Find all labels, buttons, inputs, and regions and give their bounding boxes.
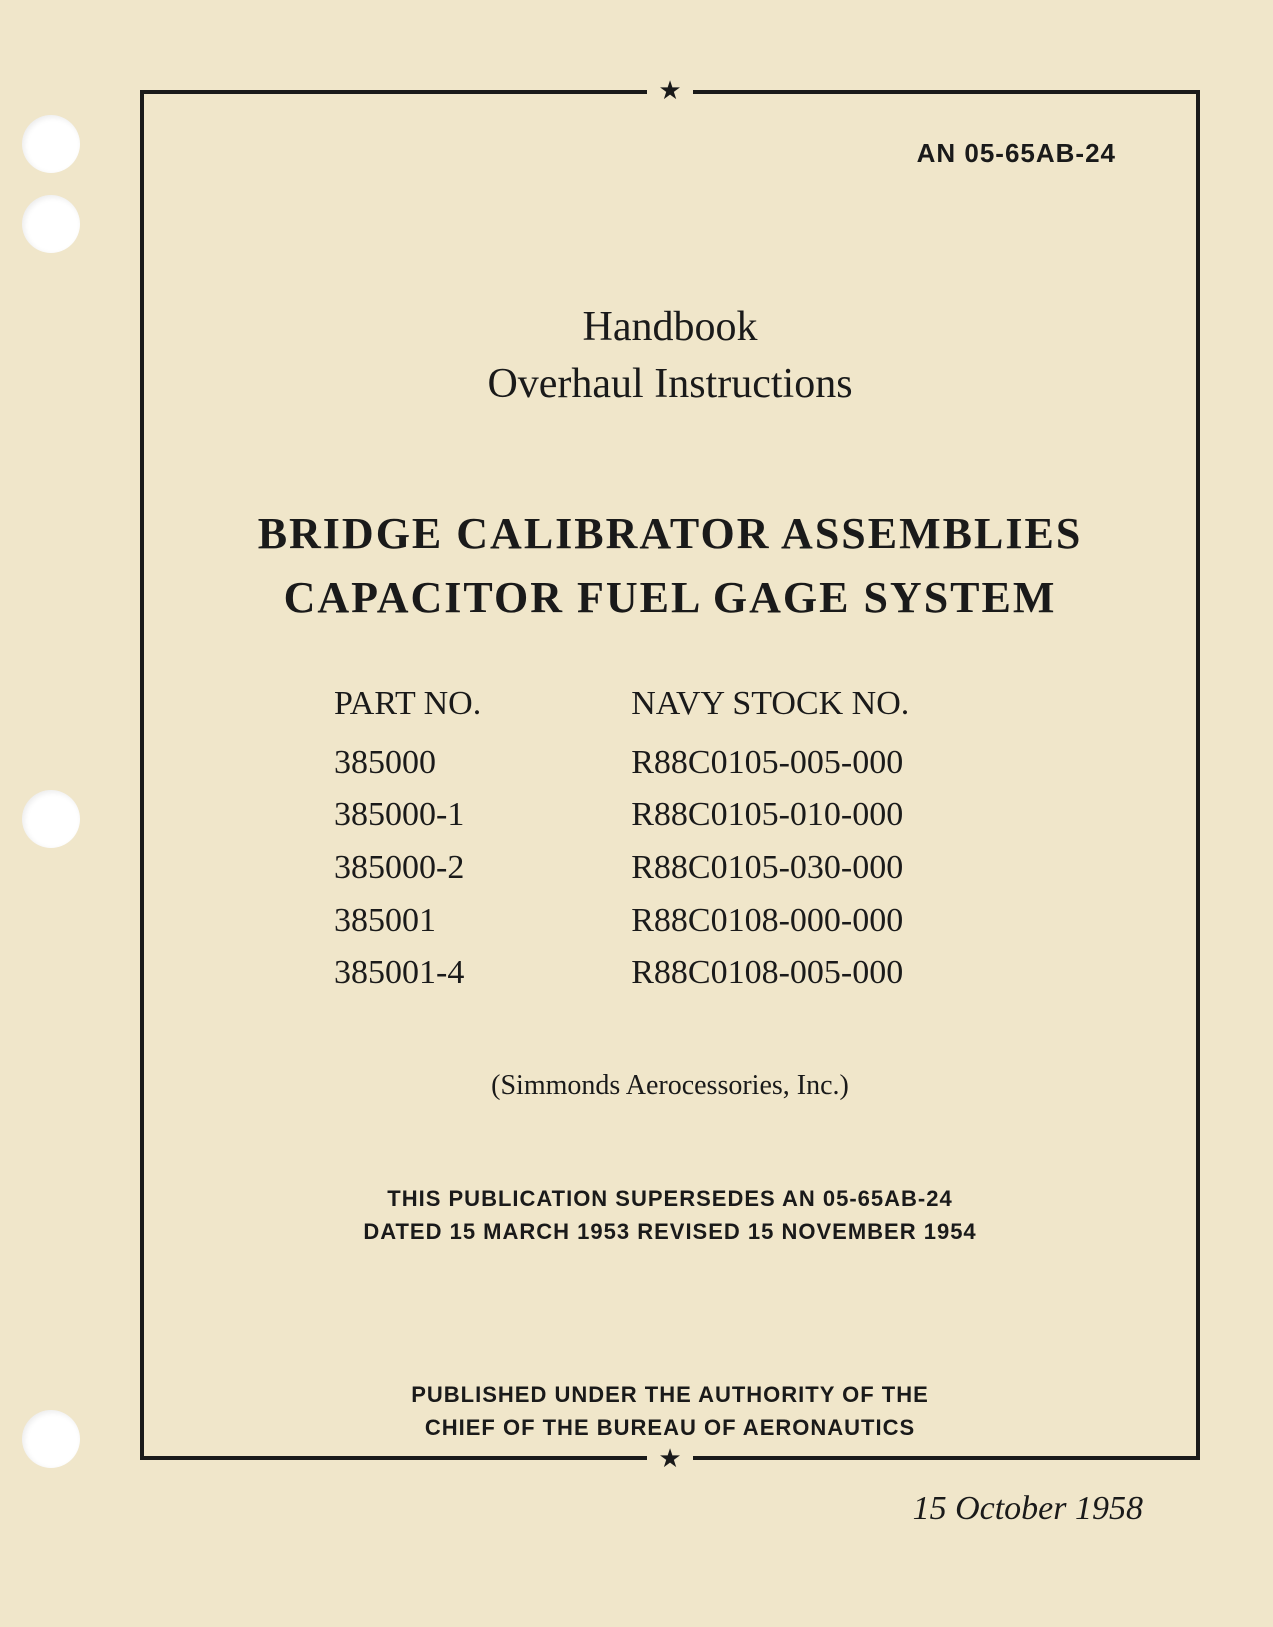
parts-table: PART NO. 385000 385000-1 385000-2 385001… — [334, 678, 1126, 1000]
supersedes-line1: THIS PUBLICATION SUPERSEDES AN 05-65AB-2… — [214, 1182, 1126, 1215]
supersedes-line2: DATED 15 MARCH 1953 REVISED 15 NOVEMBER … — [214, 1215, 1126, 1248]
document-type: Handbook Overhaul Instructions — [214, 299, 1126, 412]
binder-hole — [22, 195, 80, 253]
navy-stock-cell: R88C0105-030-000 — [631, 842, 909, 895]
part-no-cell: 385001-4 — [334, 947, 481, 1000]
star-icon: ★ — [647, 1436, 693, 1482]
binder-hole — [22, 1410, 80, 1468]
navy-stock-cell: R88C0108-005-000 — [631, 947, 909, 1000]
navy-stock-cell: R88C0108-000-000 — [631, 895, 909, 948]
star-icon: ★ — [647, 68, 693, 114]
document-title: BRIDGE CALIBRATOR ASSEMBLIES CAPACITOR F… — [214, 502, 1126, 630]
document-title-line1: BRIDGE CALIBRATOR ASSEMBLIES — [214, 502, 1126, 566]
part-no-header: PART NO. — [334, 678, 481, 731]
authority-line1: PUBLISHED UNDER THE AUTHORITY OF THE — [214, 1378, 1126, 1411]
binder-hole — [22, 115, 80, 173]
binder-holes — [22, 0, 92, 1627]
document-type-line2: Overhaul Instructions — [214, 356, 1126, 413]
navy-stock-cell: R88C0105-005-000 — [631, 737, 909, 790]
scanned-page: ★ ★ AN 05-65AB-24 Handbook Overhaul Inst… — [0, 0, 1273, 1627]
document-title-line2: CAPACITOR FUEL GAGE SYSTEM — [214, 566, 1126, 630]
publication-date: 15 October 1958 — [913, 1490, 1143, 1528]
document-code: AN 05-65AB-24 — [214, 138, 1116, 169]
manufacturer: (Simmonds Aerocessories, Inc.) — [214, 1070, 1126, 1102]
part-no-column: PART NO. 385000 385000-1 385000-2 385001… — [334, 678, 481, 1000]
part-no-cell: 385000-2 — [334, 842, 481, 895]
navy-stock-header: NAVY STOCK NO. — [631, 678, 909, 731]
binder-hole — [22, 790, 80, 848]
publication-authority: PUBLISHED UNDER THE AUTHORITY OF THE CHI… — [214, 1378, 1126, 1444]
navy-stock-cell: R88C0105-010-000 — [631, 789, 909, 842]
document-type-line1: Handbook — [214, 299, 1126, 356]
part-no-cell: 385000 — [334, 737, 481, 790]
navy-stock-column: NAVY STOCK NO. R88C0105-005-000 R88C0105… — [631, 678, 909, 1000]
part-no-cell: 385001 — [334, 895, 481, 948]
part-no-cell: 385000-1 — [334, 789, 481, 842]
content-frame: ★ ★ AN 05-65AB-24 Handbook Overhaul Inst… — [140, 90, 1200, 1460]
supersedes-notice: THIS PUBLICATION SUPERSEDES AN 05-65AB-2… — [214, 1182, 1126, 1248]
